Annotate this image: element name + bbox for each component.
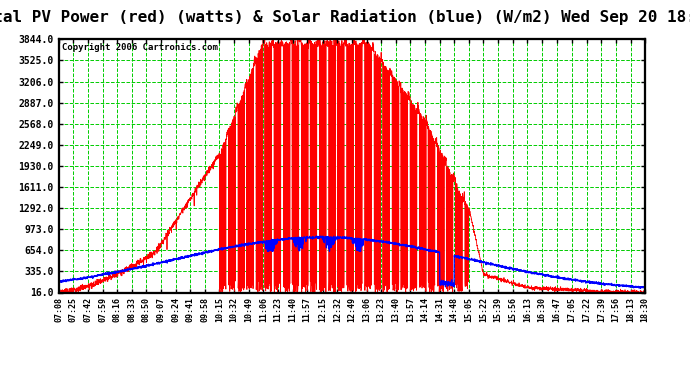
- Text: Total PV Power (red) (watts) & Solar Radiation (blue) (W/m2) Wed Sep 20 18:33: Total PV Power (red) (watts) & Solar Rad…: [0, 9, 690, 26]
- Text: Copyright 2006 Cartronics.com: Copyright 2006 Cartronics.com: [61, 43, 217, 52]
